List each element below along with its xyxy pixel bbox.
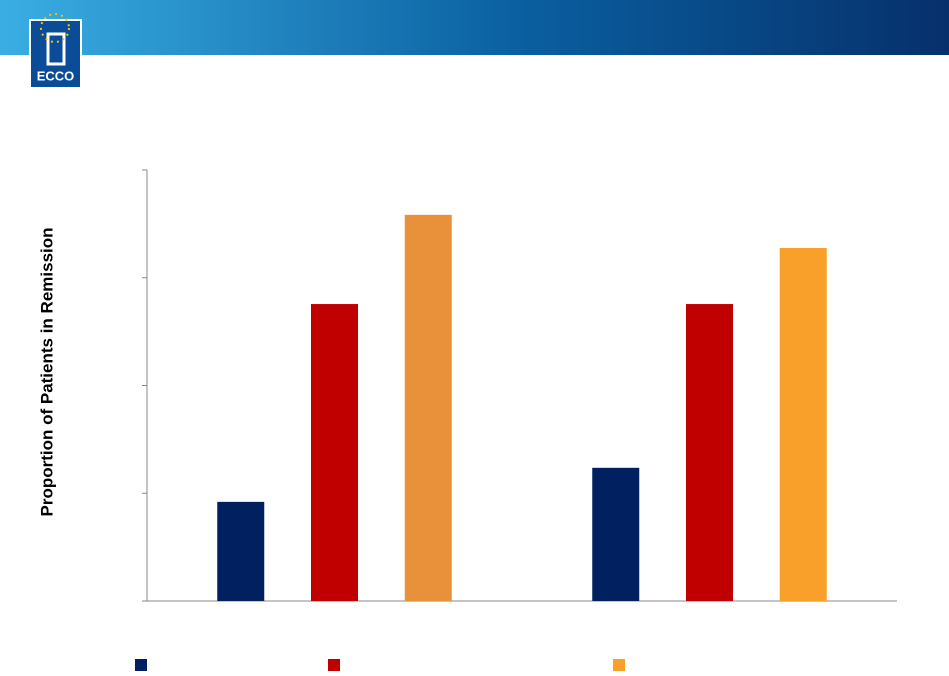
bar — [217, 501, 265, 601]
logo-text: ECCO — [37, 68, 75, 83]
header-band — [0, 0, 949, 55]
bar — [404, 214, 452, 601]
legend-swatch — [613, 659, 625, 671]
legend-swatch — [135, 659, 147, 671]
y-axis-label: Proportion of Patients in Remission — [37, 227, 56, 516]
bar — [592, 467, 640, 601]
bar — [779, 248, 827, 602]
legend — [135, 659, 625, 671]
bar — [686, 304, 733, 601]
bar — [311, 304, 358, 601]
legend-swatch — [328, 659, 340, 671]
logo: ECCO — [29, 13, 82, 89]
